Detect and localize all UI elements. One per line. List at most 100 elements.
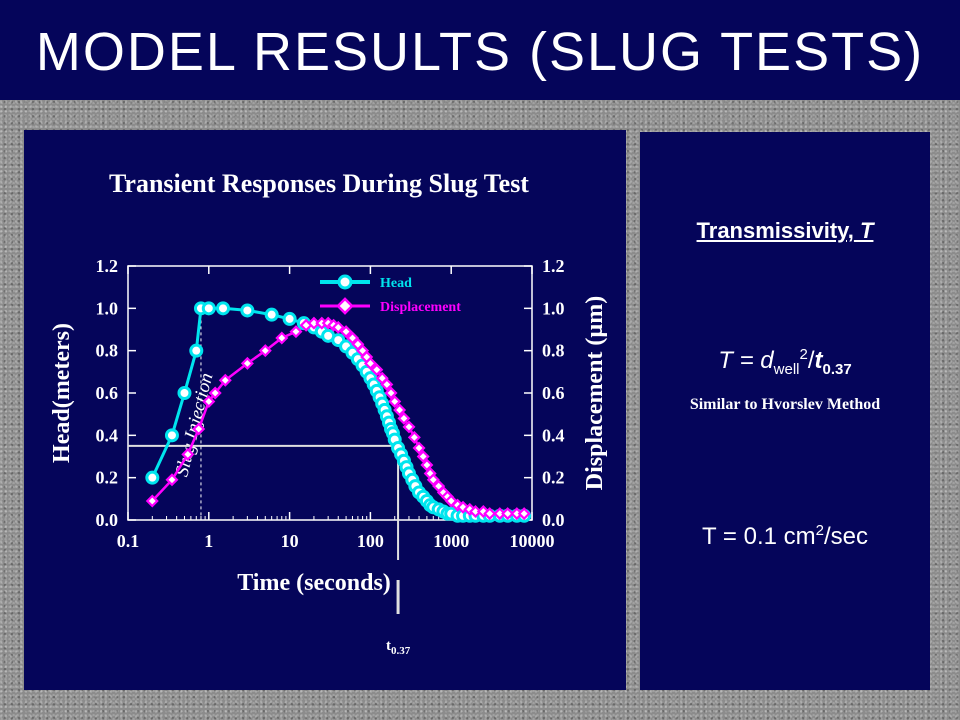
t037-label-sub: 0.37: [391, 645, 411, 657]
displacement-point: [501, 507, 515, 521]
formula-t: t: [814, 347, 823, 374]
title-bar: MODEL RESULTS (SLUG TESTS): [0, 0, 960, 100]
transmissivity-formula: T = dwell2/t0.37: [640, 346, 930, 378]
head-point: [177, 386, 192, 400]
y2-tick-label: 0.8: [542, 341, 565, 361]
result-prefix: T = 0.1 cm: [702, 523, 816, 550]
displacement-point: [346, 331, 360, 345]
y-tick-label: 0.4: [96, 425, 119, 445]
y2-tick-label: 0.2: [542, 468, 565, 488]
y-axis-label: Head(meters): [49, 323, 75, 463]
transmissivity-heading: Transmissivity, T: [640, 218, 930, 244]
displacement-point: [145, 494, 159, 508]
y-tick-label: 0.2: [96, 468, 119, 488]
hvorslev-note: Similar to Hvorslev Method: [689, 396, 881, 413]
displacement-point: [426, 473, 440, 487]
formula-d: d: [760, 347, 774, 374]
result-suffix: /sec: [823, 523, 868, 550]
formula-prefix: T =: [718, 347, 761, 374]
displacement-point: [331, 320, 345, 334]
head-point: [164, 428, 179, 443]
formula-t-sub: 0.37: [822, 360, 852, 378]
y-tick-label: 0.0: [96, 510, 119, 530]
displacement-point: [407, 430, 421, 444]
displacement-point: [384, 386, 398, 400]
head-point: [216, 301, 231, 316]
formula-well: well: [773, 360, 800, 378]
head-point: [282, 311, 297, 326]
t037-label: t0.37: [386, 638, 411, 657]
displacement-point: [416, 449, 430, 463]
head-point: [240, 303, 255, 318]
slide-title: MODEL RESULTS (SLUG TESTS): [35, 22, 925, 82]
x-tick-label: 0.1: [117, 531, 140, 551]
displacement-point: [468, 505, 482, 519]
displacement-point: [380, 378, 394, 392]
displacement-point: [370, 363, 384, 377]
legend-displacement-label: Displacement: [380, 300, 461, 315]
displacement-point: [208, 386, 222, 400]
y-tick-label: 0.8: [96, 341, 119, 361]
displacement-point: [483, 507, 497, 521]
x-tick-label: 100: [357, 531, 384, 551]
x-tick-label: 1: [204, 531, 213, 551]
y2-tick-label: 0.4: [542, 425, 565, 445]
x-tick-label: 1000: [433, 531, 469, 551]
x-axis-label: Time (seconds): [237, 570, 391, 596]
y2-axis-label: Displacement (µm): [582, 296, 608, 490]
legend: Head Displacement: [320, 274, 461, 315]
displacement-point: [420, 458, 434, 472]
displacement-point: [388, 394, 402, 408]
legend-displacement-marker: [336, 297, 354, 315]
y-axis-ticks: 0.0 0.2 0.4 0.6 0.8 1.0 1.2: [96, 256, 136, 530]
displacement-point: [289, 325, 303, 339]
displacement-series-line: [151, 321, 525, 515]
displacement-point: [192, 422, 206, 436]
transmissivity-heading-text: Transmissivity,: [696, 218, 854, 243]
displacement-point: [202, 394, 216, 408]
displacement-point: [339, 325, 353, 339]
displacement-point: [363, 356, 377, 370]
legend-head-marker: [337, 274, 353, 290]
displacement-point: [412, 441, 426, 455]
result-exp: 2: [815, 522, 824, 539]
displacement-point: [275, 331, 289, 345]
chart-panel: Transient Responses During Slug Test 0.1…: [24, 130, 626, 690]
y2-tick-label: 1.2: [542, 256, 565, 276]
y-tick-label: 1.2: [96, 256, 119, 276]
displacement-point: [258, 344, 272, 358]
head-point: [145, 470, 160, 485]
x-tick-label: 10: [281, 531, 299, 551]
displacement-point: [165, 473, 179, 487]
displacement-point: [402, 420, 416, 434]
y2-tick-label: 1.0: [542, 298, 565, 318]
displacement-point: [240, 356, 254, 370]
displacement-point: [307, 316, 321, 330]
series-markers: [145, 301, 532, 523]
y-tick-label: 0.6: [96, 383, 119, 403]
slug-injection-label: Slug Injection: [171, 371, 217, 479]
head-point: [201, 301, 216, 316]
displacement-point: [397, 411, 411, 425]
transmissivity-result: T = 0.1 cm2/sec: [640, 522, 930, 551]
displacement-point: [181, 447, 195, 461]
displacement-point: [218, 373, 232, 387]
displacement-point: [493, 507, 507, 521]
displacement-point: [393, 403, 407, 417]
t037-label-base: t: [386, 638, 391, 654]
transmissivity-panel: Transmissivity, T T = dwell2/t0.37 Simil…: [640, 132, 930, 690]
slug-test-chart: Transient Responses During Slug Test 0.1…: [49, 169, 608, 657]
displacement-point: [517, 507, 531, 521]
head-point: [264, 307, 279, 322]
y2-tick-label: 0.6: [542, 383, 565, 403]
displacement-point: [510, 507, 524, 521]
formula-exp: 2: [799, 346, 808, 363]
formula-slash: /: [807, 347, 815, 374]
chart-title: Transient Responses During Slug Test: [109, 169, 529, 198]
legend-head-label: Head: [380, 276, 412, 291]
y2-axis-ticks: 0.0 0.2 0.4 0.6 0.8 1.0 1.2: [524, 256, 565, 530]
head-point: [189, 343, 204, 358]
y2-tick-label: 0.0: [542, 510, 565, 530]
x-axis-ticks: 0.1 1 10 100 1000 10000: [117, 266, 555, 551]
x-tick-label: 10000: [510, 531, 555, 551]
